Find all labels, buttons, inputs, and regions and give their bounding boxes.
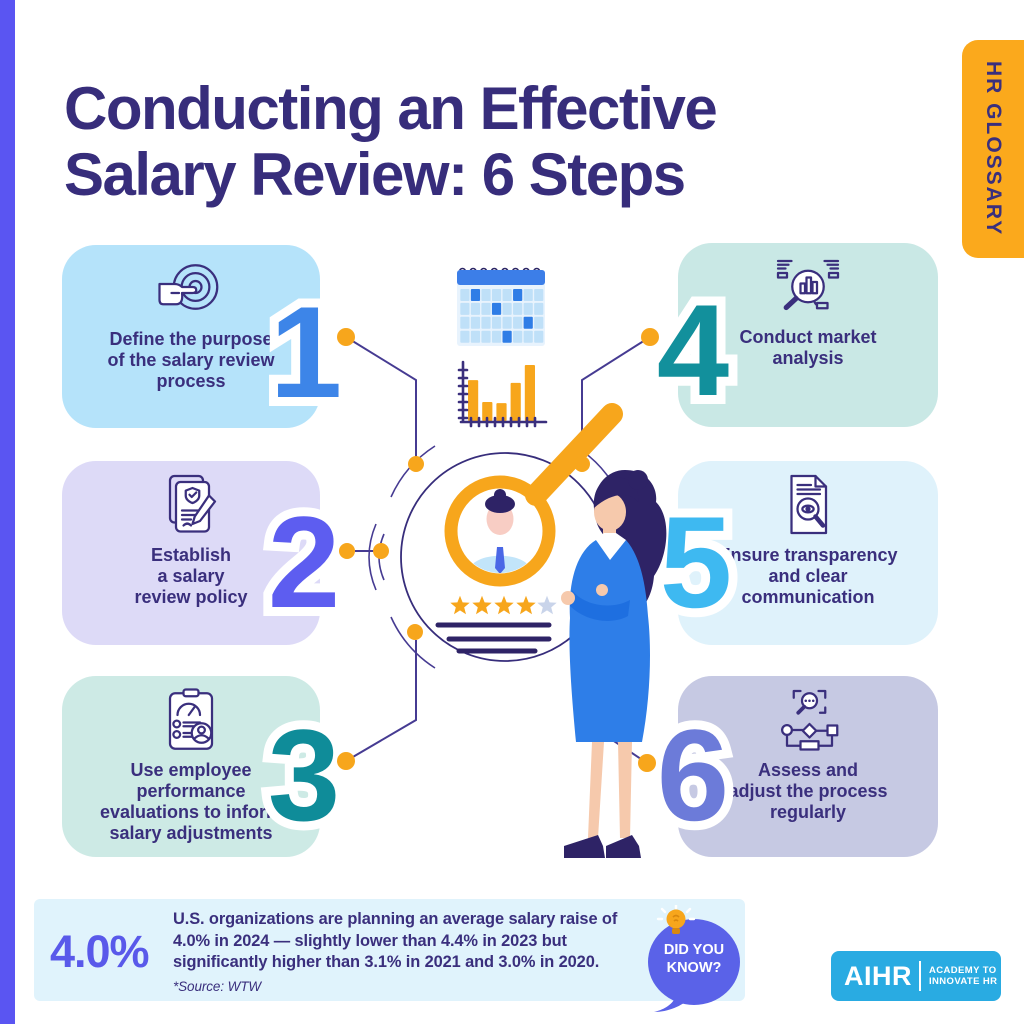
stat-description: U.S. organizations are planning an avera… <box>173 909 651 996</box>
aihr-brand-text: AIHR <box>844 960 912 991</box>
did-you-know-bubble <box>648 905 740 1012</box>
connector-lines <box>345 336 651 764</box>
assess-flowchart-icon <box>781 689 839 751</box>
logo-divider <box>919 961 921 991</box>
step-5-label: Ensure transparency and clear communicatio… <box>718 545 898 607</box>
calendar-illustration <box>457 267 545 346</box>
step-card-6: Assess and adjust the process regularly <box>678 676 938 857</box>
stat-text: U.S. organizations are planning an avera… <box>173 910 618 972</box>
title-line-2: Salary Review: 6 Steps <box>64 141 686 208</box>
step-card-4: Conduct market analysis <box>678 243 938 427</box>
aihr-tagline: ACADEMY TO INNOVATE HR <box>929 964 998 987</box>
did-you-know-label: DID YOU KNOW? <box>663 942 725 976</box>
profile-avatar <box>444 403 623 587</box>
step-1-label: Define the purpose of the salary review pr… <box>107 329 275 391</box>
bar-chart-illustration <box>457 360 548 428</box>
step-2-label: Establish a salary review policy <box>134 545 248 607</box>
step-card-5: Ensure transparency and clear communicatio… <box>678 461 938 645</box>
step-4-label: Conduct market analysis <box>739 327 877 368</box>
step-card-2: Establish a salary review policy <box>62 461 320 645</box>
target-press-icon <box>158 264 219 310</box>
step-6-label: Assess and adjust the process regularly <box>728 760 888 822</box>
connector-dots <box>337 328 659 772</box>
rating-stars <box>450 595 557 615</box>
hub-decorative-arcs <box>368 445 621 669</box>
did-you-know-banner <box>34 899 745 1001</box>
left-accent-stripe <box>0 0 15 1024</box>
lightbulb-icon <box>656 905 696 934</box>
central-circle <box>400 452 610 662</box>
transparency-document-icon <box>790 474 828 535</box>
aihr-logo[interactable]: AIHR ACADEMY TO INNOVATE HR <box>831 951 1001 1001</box>
hr-glossary-badge[interactable]: HR GLOSSARY <box>962 40 1024 258</box>
page-title: Conducting an Effective Salary Review: 6… <box>64 75 718 208</box>
hr-glossary-label: HR GLOSSARY <box>982 61 1005 237</box>
title-line-1: Conducting an Effective <box>64 75 718 142</box>
step-card-3: Use employee performance evaluations to in… <box>62 676 320 857</box>
market-analysis-icon <box>776 259 840 311</box>
stat-value: 4.0% <box>50 926 150 977</box>
performance-clipboard-icon <box>168 688 214 750</box>
policy-document-icon <box>168 474 217 533</box>
step-card-1: Define the purpose of the salary review pr… <box>62 245 320 428</box>
step-3-label: Use employee performance evaluations to in… <box>99 760 283 843</box>
source-note: *Source: WTW <box>173 978 262 994</box>
review-text-lines <box>435 622 552 654</box>
